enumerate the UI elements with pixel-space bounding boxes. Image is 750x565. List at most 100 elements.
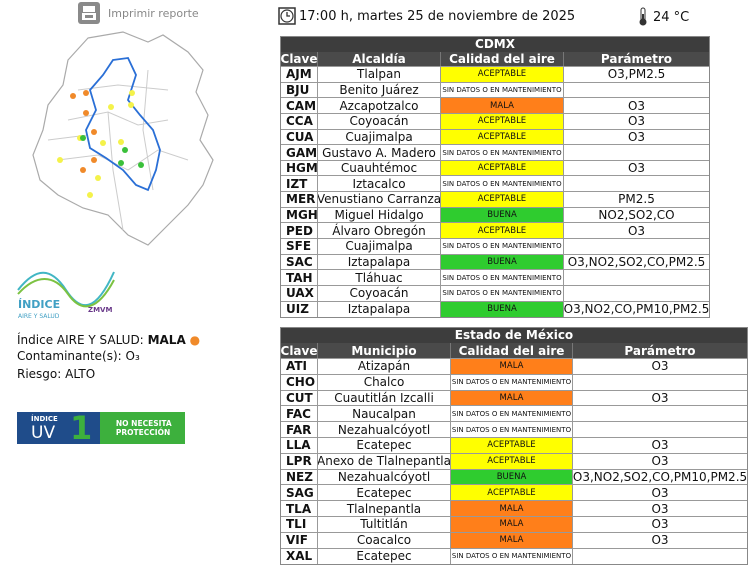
parameters: O3,NO2,SO2,CO,PM10,PM2.5	[573, 469, 747, 484]
table-row: PED Álvaro Obregón ACEPTABLE O3	[281, 223, 709, 240]
air-quality: ACEPTABLE	[441, 113, 564, 129]
uv-badge: ÍNDICE UV 1 NO NECESITA PROTECCIÓN	[17, 409, 185, 447]
station-code: FAR	[281, 422, 318, 437]
table-row: TLI Tultitlán MALA O3	[281, 516, 747, 533]
station-code: MGH	[281, 207, 318, 223]
station-code: TLI	[281, 516, 318, 532]
air-quality: MALA	[451, 501, 573, 516]
station-location: Atizapán	[318, 359, 451, 374]
station-location: Azcapotzalco	[318, 98, 441, 113]
station-code: SFE	[281, 239, 318, 254]
station-code: PED	[281, 223, 318, 239]
column-header: Clave	[281, 343, 318, 358]
parameters: O3	[651, 533, 669, 548]
station-code: LPR	[281, 453, 318, 469]
air-quality: ACEPTABLE	[441, 192, 564, 207]
table-row: GAM Gustavo A. Madero SIN DATOS O EN MANTE…	[281, 145, 709, 161]
station-location: Coyoacán	[318, 113, 441, 129]
uv-value: 1	[70, 409, 93, 447]
parameters	[564, 239, 709, 254]
air-quality: SIN DATOS O EN MANTENIMIENTO	[451, 548, 573, 565]
station-code: CHO	[281, 374, 318, 390]
table-row: CCA Coyoacán ACEPTABLE O3	[281, 113, 709, 130]
table-row: TAH Tláhuac SIN DATOS O EN MANTENIMIENTO	[281, 270, 709, 286]
air-quality: ACEPTABLE	[451, 437, 573, 453]
print-button[interactable]: Imprimir reporte	[108, 7, 199, 20]
station-location: Iztapalapa	[318, 301, 441, 318]
parameters	[573, 549, 747, 565]
station-location: Cuautitlán Izcalli	[318, 390, 451, 406]
station-location: Benito Juárez	[318, 82, 441, 98]
parameters	[564, 270, 709, 285]
air-quality: SIN DATOS O EN MANTENIMIENTO	[441, 239, 564, 254]
parameters: O3	[627, 161, 646, 176]
print-icon[interactable]	[78, 2, 100, 24]
table-row: MGH Miguel Hidalgo BUENA NO2,SO2,CO	[281, 207, 709, 224]
table-row: MER Venustiano Carranza ACEPTABLE PM2.5	[281, 192, 709, 208]
station-code: BJU	[281, 82, 318, 98]
table-row: IZT Iztacalco SIN DATOS O EN MANTENIMIENTO	[281, 176, 709, 193]
station-location: Tultitlán	[318, 516, 451, 532]
parameters: PM2.5	[618, 192, 655, 207]
table-row: TLA Tlalnepantla MALA O3	[281, 501, 747, 517]
table-row: AJM Tlalpan ACEPTABLE O3,PM2.5	[281, 67, 709, 83]
station-code: UIZ	[281, 301, 318, 318]
parameters: O3	[651, 359, 669, 374]
risk-line: Riesgo: ALTO	[17, 367, 95, 381]
table-header: Clave Alcaldía Calidad del aire Parámetro	[281, 52, 709, 67]
pollutant-value: O₃	[125, 349, 140, 363]
air-quality: SIN DATOS O EN MANTENIMIENTO	[451, 406, 573, 422]
air-quality: ACEPTABLE	[441, 160, 564, 176]
table-title: CDMX	[281, 37, 709, 52]
table-header: Clave Municipio Calidad del aire Parámetro	[281, 343, 747, 359]
table-row: SAC Iztapalapa BUENA O3,NO2,SO2,CO,PM2.5	[281, 254, 709, 271]
table-row: CUA Cuajimalpa ACEPTABLE O3	[281, 129, 709, 146]
station-code: CAM	[281, 98, 318, 113]
air-quality: ACEPTABLE	[441, 129, 564, 145]
column-header: Parámetro	[600, 52, 673, 66]
station-location: Coyoacán	[318, 285, 441, 301]
air-quality: MALA	[451, 359, 573, 374]
air-quality: BUENA	[441, 301, 564, 318]
table-row: CAM Azcapotzalco MALA O3	[281, 98, 709, 114]
air-quality: BUENA	[441, 254, 564, 270]
logo-title: ÍNDICE	[18, 298, 60, 311]
station-location: Tlalnepantla	[318, 501, 451, 516]
parameters: O3	[651, 454, 669, 469]
parameters	[573, 375, 747, 390]
station-code: FAC	[281, 406, 318, 422]
station-location: Iztapalapa	[318, 254, 441, 270]
uv-label: UV	[31, 423, 56, 443]
uv-advice: NO NECESITA PROTECCIÓN	[115, 419, 172, 437]
air-quality: MALA	[451, 516, 573, 532]
air-quality: ACEPTABLE	[451, 453, 573, 469]
air-quality: SIN DATOS O EN MANTENIMIENTO	[441, 176, 564, 192]
table-row: HGM Cuauhtémoc ACEPTABLE O3	[281, 160, 709, 177]
parameters: O3	[627, 114, 646, 129]
station-location: Tlalpan	[318, 67, 441, 82]
station-location: Gustavo A. Madero	[318, 145, 441, 160]
parameters: O3,NO2,CO,PM10,PM2.5	[564, 302, 709, 317]
parameters: O3	[651, 517, 669, 532]
air-quality: MALA	[451, 390, 573, 406]
table-row: XAL Ecatepec SIN DATOS O EN MANTENIMIENTO	[281, 548, 747, 565]
station-code: ATI	[281, 359, 318, 374]
table-row: UIZ Iztapalapa BUENA O3,NO2,CO,PM10,PM2.5	[281, 301, 709, 318]
station-location: Ecatepec	[318, 485, 451, 501]
table-row: NEZ Nezahualcóyotl BUENA O3,NO2,SO2,CO,PM10…	[281, 469, 747, 486]
air-quality: BUENA	[441, 207, 564, 223]
station-code: SAC	[281, 254, 318, 270]
station-code: VIF	[281, 532, 318, 548]
station-location: Miguel Hidalgo	[318, 207, 441, 223]
uv-left: ÍNDICE UV 1	[17, 409, 100, 447]
risk-label: Riesgo:	[17, 367, 62, 381]
station-code: TAH	[281, 270, 318, 285]
station-code: GAM	[281, 145, 318, 160]
station-code: HGM	[281, 160, 318, 176]
column-header: Clave	[281, 52, 318, 66]
station-code: AJM	[281, 67, 318, 82]
column-header: Parámetro	[624, 343, 696, 358]
thermometer-icon	[639, 7, 647, 26]
parameters: O3	[627, 98, 646, 113]
